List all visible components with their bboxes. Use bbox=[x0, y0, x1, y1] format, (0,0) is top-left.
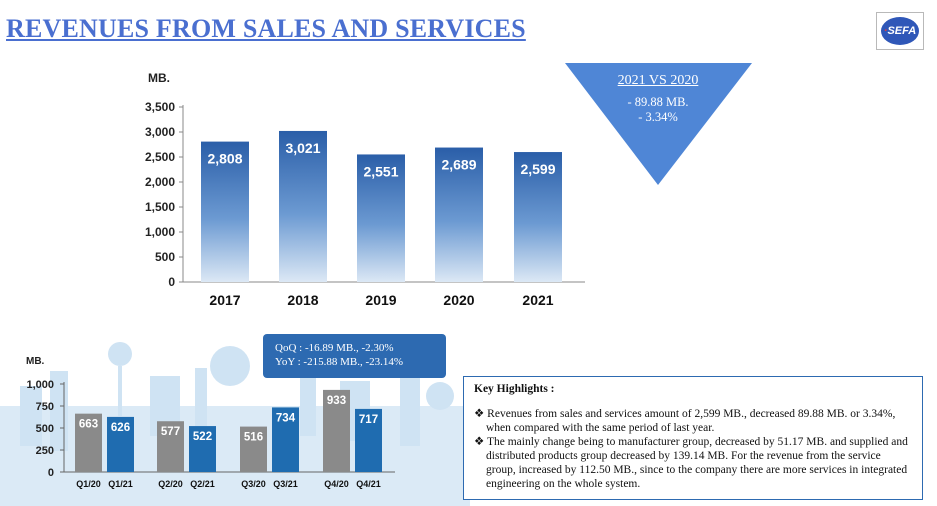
chart2-xtick-label: Q4/20 bbox=[324, 479, 349, 489]
chart2-xtick-label: Q1/20 bbox=[76, 479, 101, 489]
chart2-data-label: 734 bbox=[276, 412, 296, 424]
chart2-data-label: 663 bbox=[79, 419, 98, 431]
yoy-text: YoY : -215.88 MB., -23.14% bbox=[275, 356, 404, 368]
chart2-ylabel: MB. bbox=[26, 356, 45, 367]
chart1-data-label: 2,689 bbox=[441, 157, 476, 173]
chart1-ytick-label: 3,000 bbox=[145, 125, 175, 139]
chart2-data-label: 522 bbox=[193, 431, 212, 443]
qoq-yoy-box: QoQ : -16.89 MB., -2.30% YoY : -215.88 M… bbox=[263, 334, 446, 378]
key-highlights-title: Key Highlights : bbox=[474, 383, 555, 395]
chart1-data-label: 3,021 bbox=[285, 140, 320, 156]
chart2-xtick-label: Q3/20 bbox=[241, 479, 266, 489]
chart2-ytick-label: 0 bbox=[48, 467, 54, 479]
chart2-xtick-label: Q2/20 bbox=[158, 479, 183, 489]
chart2-xtick-label: Q3/21 bbox=[273, 479, 298, 489]
comparison-value-mb: - 89.88 MB. bbox=[627, 95, 689, 109]
chart2-data-label: 626 bbox=[111, 422, 130, 434]
logo-text: SEFA bbox=[887, 25, 917, 37]
key-highlights-box: Key Highlights : ❖ Revenues from sales a… bbox=[463, 376, 923, 500]
chart2-data-label: 577 bbox=[161, 426, 180, 438]
chart2-xtick-label: Q2/21 bbox=[190, 479, 215, 489]
chart2-xtick-label: Q4/21 bbox=[356, 479, 381, 489]
chart2-data-label: 717 bbox=[359, 414, 378, 426]
chart2-data-label: 516 bbox=[244, 432, 263, 444]
chart2-bar bbox=[272, 407, 299, 472]
chart2-bar bbox=[189, 426, 216, 472]
chart2-data-label: 933 bbox=[327, 395, 346, 407]
chart1-data-label: 2,599 bbox=[520, 161, 555, 177]
chart1-ytick-label: 3,500 bbox=[145, 100, 175, 114]
highlight-item: ❖ Revenues from sales and services amoun… bbox=[474, 408, 896, 434]
comparison-triangle bbox=[565, 63, 752, 185]
chart2-ytick-label: 250 bbox=[36, 445, 54, 457]
chart2-bar bbox=[75, 413, 102, 472]
chart1-bar bbox=[514, 152, 562, 282]
chart1-data-label: 2,551 bbox=[363, 163, 398, 179]
chart1-xtick-label: 2020 bbox=[443, 292, 474, 308]
chart1-ytick-label: 1,000 bbox=[145, 225, 175, 239]
chart2-bar bbox=[157, 421, 184, 472]
chart2-bar bbox=[355, 408, 382, 472]
comparison-title: 2021 VS 2020 bbox=[617, 73, 699, 88]
chart1-bar bbox=[279, 130, 327, 282]
comparison-value-pct: - 3.34% bbox=[638, 110, 678, 124]
annual-revenue-chart: MB. 0 500 1,000 1,500 2,000 2,500 3,000 3,500 2,… bbox=[145, 71, 585, 308]
chart1-bar bbox=[435, 147, 483, 282]
chart2-xtick-label: Q1/21 bbox=[108, 479, 133, 489]
chart2-ytick-label: 500 bbox=[36, 423, 54, 435]
chart2-bar bbox=[107, 416, 134, 472]
quarterly-revenue-chart: MB. 0 250 500 750 1,000 663 Q1/20 626 Q1/21 577 Q2… bbox=[26, 356, 395, 489]
chart2-ytick-label: 1,000 bbox=[26, 379, 54, 391]
chart1-xtick-label: 2018 bbox=[287, 292, 318, 308]
chart1-ytick-label: 0 bbox=[168, 275, 175, 289]
highlight-item: ❖ The mainly change being to manufacture… bbox=[474, 436, 908, 490]
triangle-shape bbox=[565, 63, 752, 185]
qoq-text: QoQ : -16.89 MB., -2.30% bbox=[275, 342, 394, 354]
chart1-ytick-label: 2,000 bbox=[145, 175, 175, 189]
chart2-bar bbox=[323, 389, 350, 472]
chart1-ytick-label: 1,500 bbox=[145, 200, 175, 214]
logo-mark: ·SEFA bbox=[881, 17, 919, 45]
chart2-bar bbox=[240, 426, 267, 472]
page-title: REVENUES FROM SALES AND SERVICES bbox=[6, 14, 526, 43]
chart1-bar bbox=[201, 141, 249, 282]
comparison-box: 2021 VS 2020 - 89.88 MB. - 3.34% bbox=[593, 73, 723, 125]
chart1-xtick-label: 2021 bbox=[522, 292, 553, 308]
chart1-data-label: 2,808 bbox=[207, 151, 242, 167]
chart1-xtick-label: 2017 bbox=[209, 292, 240, 308]
company-logo: ·SEFA bbox=[876, 12, 924, 50]
chart1-ytick-label: 2,500 bbox=[145, 150, 175, 164]
chart1-xtick-label: 2019 bbox=[365, 292, 396, 308]
chart1-ylabel: MB. bbox=[148, 71, 170, 85]
chart1-bar bbox=[357, 154, 405, 282]
chart1-ytick-label: 500 bbox=[155, 250, 175, 264]
chart2-ytick-label: 750 bbox=[36, 401, 54, 413]
